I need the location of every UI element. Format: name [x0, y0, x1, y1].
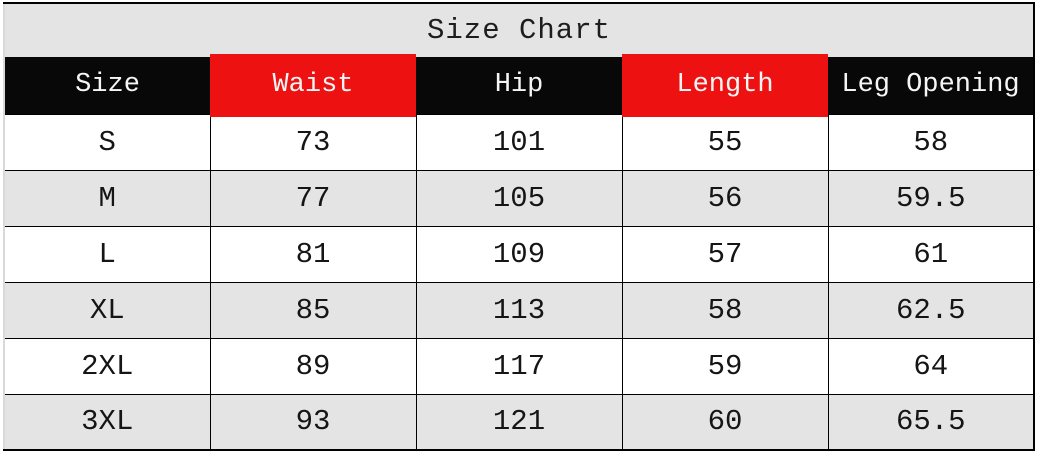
- header-cell-waist: Waist: [210, 54, 416, 117]
- hip-cell: 109: [415, 225, 623, 283]
- hip-cell: 105: [415, 169, 623, 227]
- leg-opening-cell: 64: [827, 337, 1034, 395]
- size-chart-table: Size Chart Size Waist Hip Length Leg Ope…: [3, 2, 1035, 451]
- title-row: Size Chart: [4, 3, 1034, 57]
- table-row-3xl: 3XL 93 121 60 65.5: [4, 393, 1034, 451]
- waist-cell: 73: [209, 113, 417, 171]
- table-row-l: L 81 109 57 61: [4, 225, 1034, 283]
- leg-opening-cell: 59.5: [827, 169, 1034, 227]
- chart-title: Size Chart: [4, 3, 1034, 57]
- size-cell: L: [4, 225, 211, 283]
- header-cell-length: Length: [622, 54, 828, 117]
- header-row: Size Waist Hip Length Leg Opening: [4, 54, 1034, 117]
- hip-cell: 101: [415, 113, 623, 171]
- header-cell-leg-opening: Leg Opening: [828, 57, 1034, 114]
- size-cell: 2XL: [4, 337, 211, 395]
- hip-cell: 117: [415, 337, 623, 395]
- length-cell: 57: [621, 225, 829, 283]
- length-cell: 56: [621, 169, 829, 227]
- length-cell: 58: [621, 281, 829, 339]
- size-cell: S: [4, 113, 211, 171]
- leg-opening-cell: 62.5: [827, 281, 1034, 339]
- waist-cell: 85: [209, 281, 417, 339]
- leg-opening-cell: 61: [827, 225, 1034, 283]
- leg-opening-cell: 65.5: [827, 393, 1034, 451]
- table-row-m: M 77 105 56 59.5: [4, 169, 1034, 227]
- table-row-2xl: 2XL 89 117 59 64: [4, 337, 1034, 395]
- waist-cell: 81: [209, 225, 417, 283]
- header-cell-hip: Hip: [416, 57, 622, 114]
- table-row-xl: XL 85 113 58 62.5: [4, 281, 1034, 339]
- length-cell: 59: [621, 337, 829, 395]
- size-cell: 3XL: [4, 393, 211, 451]
- waist-cell: 89: [209, 337, 417, 395]
- length-cell: 55: [621, 113, 829, 171]
- waist-cell: 93: [209, 393, 417, 451]
- size-cell: XL: [4, 281, 211, 339]
- hip-cell: 113: [415, 281, 623, 339]
- table-row-s: S 73 101 55 58: [4, 113, 1034, 171]
- hip-cell: 121: [415, 393, 623, 451]
- size-cell: M: [4, 169, 211, 227]
- waist-cell: 77: [209, 169, 417, 227]
- leg-opening-cell: 58: [827, 113, 1034, 171]
- header-cell-size: Size: [4, 57, 210, 114]
- length-cell: 60: [621, 393, 829, 451]
